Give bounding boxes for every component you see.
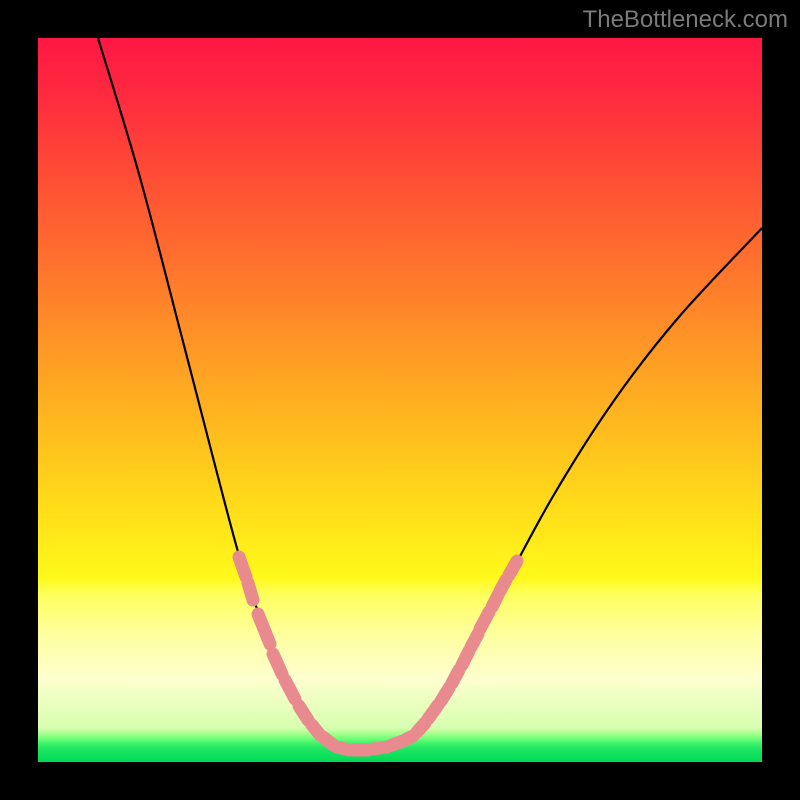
highlight-dash xyxy=(462,651,469,665)
highlight-dash xyxy=(285,680,295,699)
highlight-dash xyxy=(441,688,449,701)
highlight-dash xyxy=(407,736,413,739)
highlight-dash xyxy=(299,706,308,720)
highlight-dash xyxy=(373,747,387,749)
highlight-dash xyxy=(452,670,459,683)
highlight-dash xyxy=(248,583,253,600)
highlight-dash xyxy=(273,654,282,674)
highlight-dash xyxy=(428,705,438,719)
highlight-dash xyxy=(337,747,349,750)
plot-background-gradient xyxy=(38,38,762,762)
chart-stage: TheBottleneck.com xyxy=(0,0,800,800)
highlight-dash xyxy=(480,612,489,629)
highlight-dash xyxy=(500,580,506,591)
highlight-dash xyxy=(471,634,478,647)
highlight-dash xyxy=(239,557,246,577)
bottleneck-chart-svg xyxy=(0,0,800,800)
highlight-dash xyxy=(509,561,517,575)
watermark-text: TheBottleneck.com xyxy=(583,6,788,34)
highlight-dash xyxy=(417,723,425,732)
